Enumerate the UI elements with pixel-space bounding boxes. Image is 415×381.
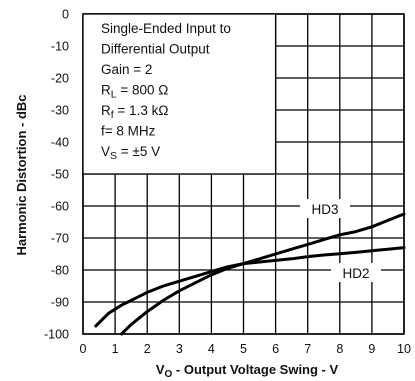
series-group: HD3 HD2	[94, 199, 406, 336]
x-tick-label-5: 5	[240, 342, 247, 356]
annotation-line-3-main: R	[101, 83, 111, 98]
x-tick-label-3: 3	[176, 342, 183, 356]
y-tick-label-5: -50	[51, 168, 69, 182]
conditions-annotation-box: Single-Ended Input to Differential Output…	[82, 13, 277, 175]
annotation-line-0: Single-Ended Input to	[101, 21, 231, 36]
y-tick-label-1: -10	[51, 40, 69, 54]
annotation-line-6-subscript: S	[110, 150, 117, 162]
series-line-hd2	[94, 246, 406, 328]
y-tick-label-6: -60	[51, 200, 69, 214]
annotation-line-5: f= 8 MHz	[101, 124, 156, 139]
y-tick-label-2: -20	[51, 72, 69, 86]
x-tick-label-10: 10	[397, 342, 411, 356]
x-axis-title-rest: - Output Voltage Swing - V	[172, 362, 338, 377]
x-tick-label-4: 4	[208, 342, 215, 356]
x-tick-label-2: 2	[144, 342, 151, 356]
annotation-line-6-main: V	[101, 144, 110, 159]
annotation-line-4-main: R	[101, 103, 111, 118]
series-label-bg-hd2	[331, 263, 381, 282]
y-tick-labels: 0 -10 -20 -30 -40 -50 -60 -70 -80 -90 -100	[44, 8, 69, 342]
annotation-line-1: Differential Output	[101, 42, 210, 57]
x-tick-label-1: 1	[112, 342, 119, 356]
annotation-line-6-rest: = ±5 V	[117, 144, 160, 159]
x-tick-label-6: 6	[272, 342, 279, 356]
y-tick-label-0: 0	[62, 8, 69, 22]
x-tick-label-8: 8	[336, 342, 343, 356]
x-tick-label-9: 9	[368, 342, 375, 356]
y-tick-label-10: -100	[44, 328, 69, 342]
y-tick-label-3: -30	[51, 104, 69, 118]
y-tick-label-7: -70	[51, 232, 69, 246]
annotation-background	[82, 13, 277, 175]
annotation-line-2: Gain = 2	[101, 62, 152, 77]
annotation-line-3-subscript: L	[111, 89, 117, 101]
x-axis-title: VO - Output Voltage Swing - V	[156, 362, 339, 380]
series-label-hd2: HD2	[342, 266, 369, 281]
y-tick-label-4: -40	[51, 136, 69, 150]
y-tick-label-9: -90	[51, 296, 69, 310]
x-axis-title-main: V	[156, 362, 165, 377]
annotation-line-4: Rf = 1.3 kΩ	[101, 103, 168, 121]
annotation-line-4-rest: = 1.3 kΩ	[114, 103, 169, 118]
x-tick-label-0: 0	[80, 342, 87, 356]
x-tick-label-7: 7	[304, 342, 311, 356]
annotation-line-3: RL = 800 Ω	[101, 83, 168, 101]
annotation-line-4-subscript: f	[111, 109, 114, 121]
y-tick-label-8: -80	[51, 264, 69, 278]
annotation-line-3-rest: = 800 Ω	[117, 83, 169, 98]
annotation-line-6: VS = ±5 V	[101, 144, 160, 162]
x-axis-title-subscript: O	[165, 369, 173, 380]
series-label-hd3: HD3	[311, 202, 338, 217]
series-label-bg-hd3	[300, 199, 350, 218]
series-line-hd3	[120, 212, 406, 336]
x-tick-labels: 0 1 2 3 4 5 6 7 8 9 10	[80, 342, 411, 356]
y-axis-title: Harmonic Distortion - dBc	[14, 94, 29, 255]
